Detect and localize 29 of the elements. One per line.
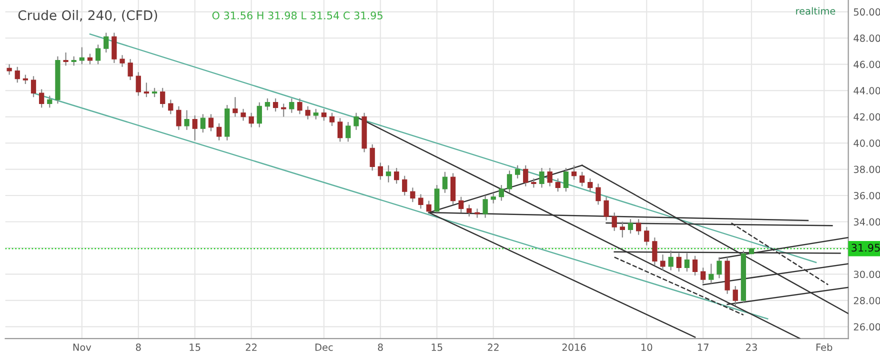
x-tick-label: 8 (378, 344, 383, 351)
ref-line-label: 31.95 (852, 244, 880, 252)
x-tick-label: 2016 (562, 344, 586, 351)
x-tick-label: 10 (642, 344, 652, 351)
x-tick-label: Feb (816, 343, 832, 351)
y-tick-label: 38.00 (854, 166, 880, 174)
x-tick-label: 15 (190, 344, 200, 351)
x-tick-label: Nov (73, 344, 92, 351)
y-tick-label: 30.00 (854, 270, 880, 278)
y-tick-label: 34.00 (854, 218, 880, 226)
y-tick-label: 46.00 (854, 60, 880, 68)
x-tick-label: 22 (246, 344, 257, 351)
x-tick-label: Dec (315, 344, 333, 351)
x-tick-label: 8 (136, 344, 141, 351)
y-tick-label: 48.00 (854, 34, 880, 42)
x-tick-label: 17 (698, 344, 708, 351)
text: O 31.56 H 31.98 L 31.54 C 31.95 (212, 12, 382, 20)
y-tick-label: 44.00 (854, 87, 880, 94)
y-tick-label: 50.00 (854, 8, 880, 16)
y-tick-label: 40.00 (854, 139, 880, 147)
x-tick-label: 15 (432, 344, 442, 351)
text: Crude Oil, 240, (CFD) (18, 10, 158, 22)
y-tick-label: 28.00 (854, 296, 880, 304)
x-tick-label: 22 (488, 344, 499, 351)
annotation: realtime (796, 7, 836, 15)
x-tick-label: 23 (746, 344, 757, 351)
y-tick-label: 42.00 (854, 113, 880, 121)
y-tick-label: 26.00 (854, 323, 880, 331)
y-tick-label: 36.00 (854, 192, 880, 200)
